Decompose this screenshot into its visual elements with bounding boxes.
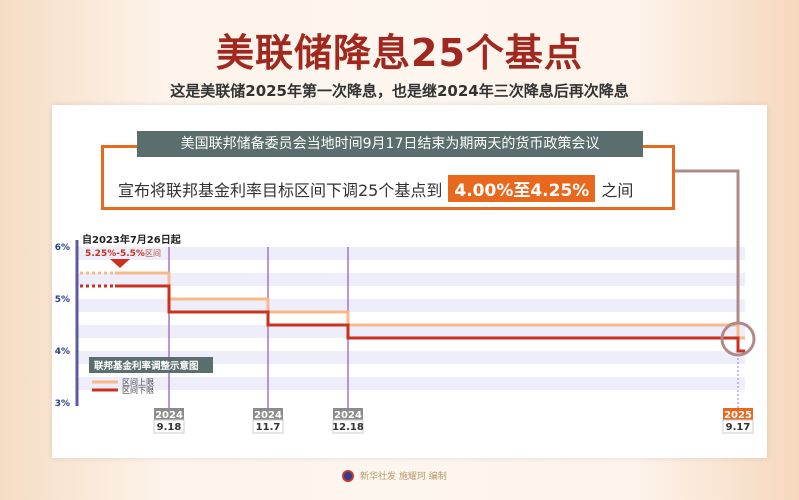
- x-tick-year-bg: [723, 408, 753, 420]
- y-tick-label: 4%: [55, 347, 70, 357]
- grid-band: [78, 351, 745, 364]
- grid-band: [78, 273, 745, 286]
- grid-band: [78, 312, 745, 325]
- legend-label: 区间上限: [122, 378, 154, 387]
- x-tick-year: 2024: [334, 410, 362, 421]
- xinhua-logo-icon: [342, 469, 354, 482]
- grid-band: [78, 390, 745, 403]
- x-tick-year: 2025: [724, 410, 752, 421]
- grid-band: [78, 286, 745, 299]
- footer-credit: 新华社发 施耀珂 编制: [360, 472, 447, 482]
- x-tick-date-bg: [252, 419, 284, 434]
- grid-band: [78, 364, 745, 377]
- x-tick-date: 11.7: [256, 422, 281, 433]
- grid-band: [78, 260, 745, 273]
- start-note: 自2023年7月26日起: [82, 233, 182, 246]
- x-tick-year-bg: [154, 408, 184, 420]
- x-tick-year: 2024: [155, 410, 183, 421]
- footer: 新华社发 施耀珂 编制: [342, 469, 447, 482]
- legend-label: 区间下限: [122, 386, 154, 395]
- callout-text-before: 宣布将联邦基金利率目标区间下调25个基点到: [118, 180, 443, 200]
- start-range: 5.25%-5.5%: [85, 249, 145, 259]
- x-tick-date-bg: [332, 419, 364, 434]
- grid-band: [78, 338, 745, 351]
- grid-band: [78, 377, 745, 390]
- y-tick-label: 3%: [55, 399, 70, 409]
- x-tick-date: 9.17: [726, 422, 751, 433]
- callout-connector: [675, 169, 740, 323]
- callout-highlight: 4.00%至4.25%: [448, 175, 596, 202]
- grid-band: [78, 299, 745, 312]
- y-tick-label: 6%: [55, 243, 70, 253]
- x-tick-date: 12.18: [332, 422, 364, 433]
- y-tick-label: 5%: [55, 295, 70, 305]
- legend-title: 联邦基金利率调整示意图: [94, 360, 199, 372]
- x-tick-date-bg: [722, 419, 754, 434]
- legend-title-bg: [89, 357, 213, 373]
- callout-text: 宣布将联邦基金利率目标区间下调25个基点到 4.00%至4.25% 之间: [118, 175, 633, 202]
- page-title: 美联储降息25个基点: [216, 31, 583, 75]
- grid-band: [78, 325, 745, 338]
- series-line-lower: [115, 284, 745, 353]
- start-range-suffix: 区间: [145, 249, 161, 258]
- callout-text-after: 之间: [601, 180, 634, 200]
- x-tick-date-bg: [153, 419, 185, 434]
- x-tick-year-bg: [333, 408, 363, 420]
- x-tick-year-bg: [253, 408, 283, 420]
- callout-header: 美国联邦储备委员会当地时间9月17日结束为期两天的货币政策会议: [137, 131, 643, 157]
- x-tick-year: 2024: [254, 410, 282, 421]
- x-tick-date: 9.18: [157, 422, 182, 433]
- pointer-triangle-icon: [110, 259, 130, 268]
- grid-band: [78, 247, 745, 260]
- subtitle: 这是美联储2025年第一次降息，也是继2024年三次降息后再次降息: [170, 82, 629, 100]
- highlight-circle: [720, 321, 756, 357]
